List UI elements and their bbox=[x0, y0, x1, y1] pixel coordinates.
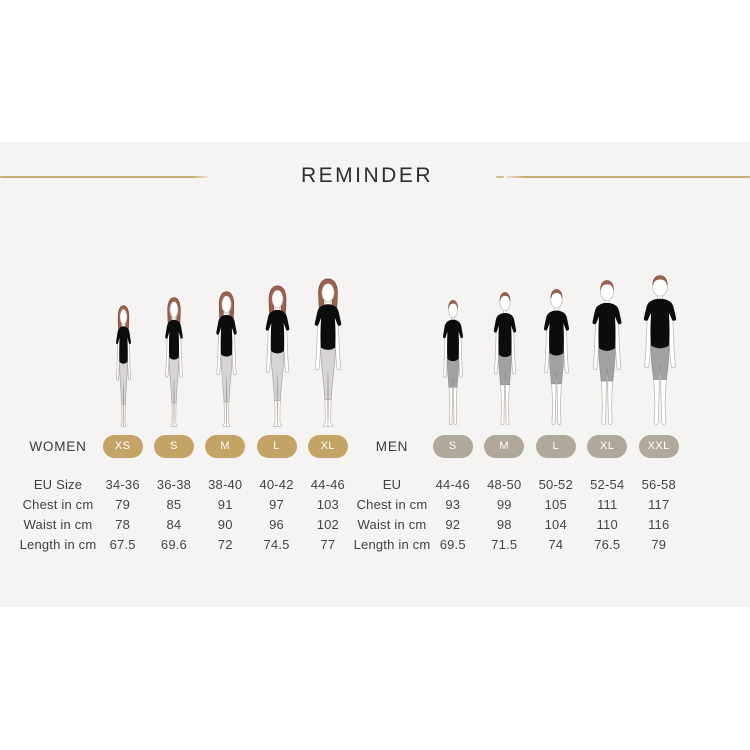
man-silhouette-xl-icon bbox=[591, 279, 622, 425]
page-title: REMINDER bbox=[300, 164, 433, 187]
table-cell: 84 bbox=[166, 516, 182, 532]
row-label: Waist in cm bbox=[357, 516, 427, 532]
row-label: Length in cm bbox=[353, 536, 431, 552]
woman-silhouette-s-icon bbox=[164, 297, 184, 427]
row-label: Chest in cm bbox=[356, 496, 428, 512]
table-cell: 96 bbox=[269, 516, 284, 532]
table-cell: 56-58 bbox=[641, 476, 676, 492]
table-cell: 85 bbox=[166, 496, 182, 512]
table-cell: 105 bbox=[544, 496, 567, 512]
table-cell: 48-50 bbox=[487, 476, 522, 492]
row-label: Length in cm bbox=[19, 536, 97, 552]
women-size-badge-l: L bbox=[256, 435, 297, 458]
men-size-badge-l: L bbox=[535, 435, 576, 458]
table-cell: 72 bbox=[217, 536, 233, 552]
table-cell: 76.5 bbox=[594, 536, 621, 552]
row-label: EU bbox=[382, 476, 402, 492]
women-size-badge-xl: XL bbox=[307, 435, 348, 458]
man-silhouette-l-icon bbox=[543, 288, 569, 426]
table-cell: 40-42 bbox=[259, 476, 294, 492]
woman-silhouette-xs-icon bbox=[115, 305, 131, 427]
table-cell: 34-36 bbox=[105, 476, 140, 492]
table-cell: 79 bbox=[651, 536, 667, 552]
men-label: MEN bbox=[375, 439, 409, 454]
men-size-table: EU 44-46 48-50 50-52 52-54 56-58 Chest i… bbox=[353, 474, 685, 554]
table-cell: 38-40 bbox=[208, 476, 243, 492]
women-size-badge-s: S bbox=[153, 435, 194, 458]
women-size-badge-m: M bbox=[205, 435, 246, 458]
table-cell: 44-46 bbox=[435, 476, 470, 492]
table-cell: 50-52 bbox=[538, 476, 573, 492]
table-cell: 71.5 bbox=[491, 536, 518, 552]
table-cell: 90 bbox=[217, 516, 233, 532]
table-cell: 52-54 bbox=[590, 476, 625, 492]
row-label: Waist in cm bbox=[23, 516, 93, 532]
table-cell: 74.5 bbox=[263, 536, 290, 552]
table-cell: 44-46 bbox=[310, 476, 345, 492]
row-label: Chest in cm bbox=[22, 496, 94, 512]
table-cell: 67.5 bbox=[109, 536, 136, 552]
woman-silhouette-l-icon bbox=[264, 285, 290, 427]
men-size-badge-xxl: XXL bbox=[638, 435, 679, 458]
table-cell: 69.6 bbox=[160, 536, 187, 552]
woman-silhouette-m-icon bbox=[215, 291, 237, 427]
table-cell: 97 bbox=[269, 496, 284, 512]
man-silhouette-s-icon bbox=[442, 299, 464, 426]
man-silhouette-m-icon bbox=[492, 291, 517, 426]
man-silhouette-xxl-icon bbox=[643, 275, 677, 425]
table-cell: 103 bbox=[316, 496, 339, 512]
table-cell: 36-38 bbox=[156, 476, 192, 492]
table-cell: 92 bbox=[445, 516, 461, 532]
table-cell: 117 bbox=[648, 496, 670, 512]
table-cell: 102 bbox=[316, 516, 339, 532]
men-size-badge-s: S bbox=[432, 435, 473, 458]
women-size-badge-row: WOMEN XS S M L XL bbox=[19, 435, 353, 458]
table-cell: 111 bbox=[597, 496, 618, 512]
women-size-badge-xs: XS bbox=[102, 435, 143, 458]
size-chart-panel: REMINDER WOMEN XS S M L XL MEN S M L bbox=[0, 142, 750, 607]
women-size-table: EU Size 34-36 36-38 38-40 40-42 44-46 Ch… bbox=[19, 474, 353, 554]
row-label: EU Size bbox=[33, 476, 83, 492]
table-cell: 104 bbox=[544, 516, 567, 532]
men-size-badge-row: MEN S M L XL XXL bbox=[357, 435, 685, 458]
header-divider-right bbox=[506, 176, 750, 178]
table-cell: 77 bbox=[320, 536, 336, 552]
women-label: WOMEN bbox=[29, 439, 87, 454]
woman-silhouette-xl-icon bbox=[314, 278, 342, 427]
table-cell: 116 bbox=[648, 516, 670, 532]
table-cell: 69.5 bbox=[439, 536, 466, 552]
table-cell: 78 bbox=[115, 516, 131, 532]
table-cell: 99 bbox=[496, 496, 512, 512]
table-cell: 98 bbox=[496, 516, 512, 532]
table-cell: 110 bbox=[596, 516, 618, 532]
table-cell: 74 bbox=[548, 536, 564, 552]
table-cell: 79 bbox=[115, 496, 131, 512]
men-size-badge-xl: XL bbox=[587, 435, 628, 458]
header-divider-dash bbox=[496, 176, 504, 178]
table-cell: 93 bbox=[445, 496, 461, 512]
men-size-badge-m: M bbox=[484, 435, 525, 458]
table-cell: 91 bbox=[217, 496, 233, 512]
header-divider-left bbox=[0, 176, 209, 178]
